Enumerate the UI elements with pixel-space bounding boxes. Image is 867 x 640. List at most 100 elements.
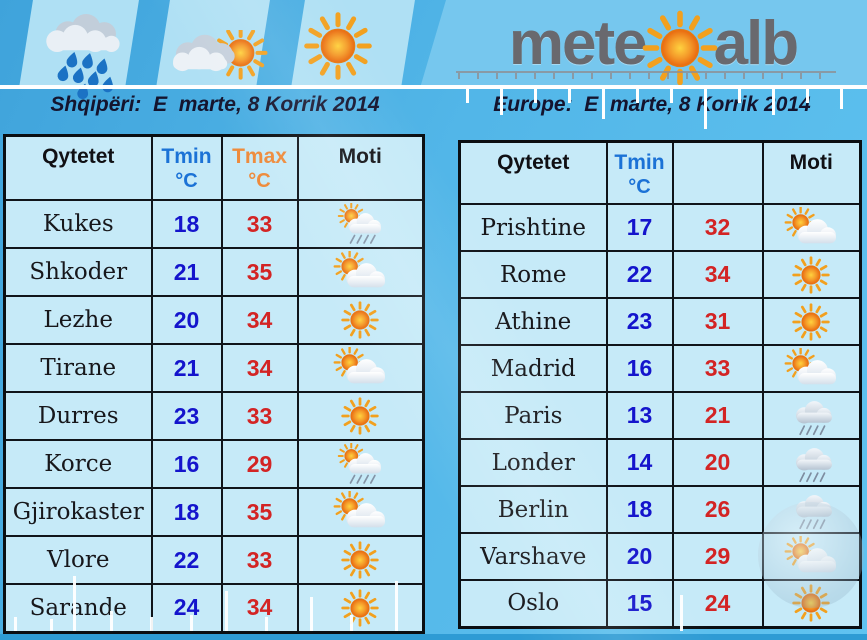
tmax-cell: 34: [671, 250, 764, 299]
weather-icon-cell: [296, 487, 425, 537]
ruler-tick: [50, 619, 53, 631]
ruler-tick: [772, 89, 775, 115]
tmax-cell: 26: [671, 485, 764, 534]
tmin-cell: 22: [605, 250, 674, 299]
sun-icon: [331, 299, 389, 341]
logo-text-suffix: alb: [713, 9, 800, 78]
tmin-cell: 20: [605, 532, 674, 581]
weather-row: Rome 22 34: [458, 250, 862, 299]
weather-icon-cell: [296, 583, 425, 633]
weather-row: Gjirokaster 18 35: [3, 487, 425, 537]
logo-ruler-tick: [705, 73, 707, 79]
logo-ruler-tick: [819, 73, 821, 79]
ruler-tick: [265, 617, 268, 631]
tmax-cell: 29: [671, 532, 764, 581]
ruler-tick: [150, 617, 153, 631]
rain-icon: [782, 395, 840, 437]
logo-ruler-tick: [591, 73, 593, 79]
header-row: Qytetet Tmin °C Moti: [458, 140, 862, 205]
logo-sun-icon: [638, 6, 722, 90]
tmin-cell: 21: [150, 247, 223, 297]
city-cell: Gjirokaster: [3, 487, 153, 537]
weather-row: Madrid 16 33: [458, 344, 862, 393]
city-cell: Sarande: [3, 583, 153, 633]
bottom-strip: [0, 634, 867, 640]
sun-icon: [300, 8, 376, 84]
city-cell: Korce: [3, 439, 153, 489]
logo-ruler-tick: [477, 73, 479, 79]
weather-icon-cell: [296, 391, 425, 441]
weather-icon-cell: [761, 485, 862, 534]
europe-weather-table: Qytetet Tmin °C Moti Prishtine 17 32 Rome 22…: [458, 140, 862, 629]
tmax-cell: 32: [671, 203, 764, 252]
weather-icon-cell: [296, 199, 425, 249]
tmin-cell: 13: [605, 391, 674, 440]
logo-ruler-tick: [553, 73, 555, 79]
weather-icon-cell: [761, 344, 862, 393]
sun-cloud-icon: [782, 207, 840, 249]
tmin-cell: 24: [150, 583, 223, 633]
city-cell: Kukes: [3, 199, 153, 249]
tmin-cell: 16: [605, 344, 674, 393]
ruler-tick: [670, 89, 673, 103]
ruler-tick: [636, 89, 639, 103]
city-cell: Londer: [458, 438, 608, 487]
logo-panel: [420, 0, 867, 88]
logo-ruler-line: [456, 71, 836, 73]
moti-column-header: Moti: [296, 134, 425, 201]
weather-row: Oslo 15 24: [458, 579, 862, 628]
city-cell: Athine: [458, 297, 608, 346]
ruler-tick: [680, 595, 683, 631]
weather-icon-cell: [296, 439, 425, 489]
weather-row: Londer 14 20: [458, 438, 862, 487]
city-cell: Berlin: [458, 485, 608, 534]
sun-icon: [331, 587, 389, 629]
weather-row: Berlin 18 26: [458, 485, 862, 534]
logo-ruler-tick: [515, 73, 517, 79]
tmax-cell: 33: [220, 199, 299, 249]
weather-icon-cell: [761, 438, 862, 487]
weather-row: Lezhe 20 34: [3, 295, 425, 345]
ruler-tick: [350, 615, 353, 631]
tmax-cell: 33: [220, 391, 299, 441]
logo-ruler-tick: [572, 73, 574, 79]
weather-icon-cell: [761, 391, 862, 440]
ruler-tick: [310, 597, 313, 631]
sun-cloud-icon: [331, 347, 389, 389]
rain-icon: [782, 489, 840, 531]
tmax-cell: 33: [220, 535, 299, 585]
sun-cloud-icon: [331, 491, 389, 533]
city-cell: Paris: [458, 391, 608, 440]
tmax-cell: 35: [220, 247, 299, 297]
tmin-cell: 18: [150, 199, 223, 249]
weather-row: Varshave 20 29: [458, 532, 862, 581]
weather-row: Athine 23 31: [458, 297, 862, 346]
tmin-column-header: Tmin °C: [150, 134, 223, 201]
city-cell: Oslo: [458, 579, 608, 628]
weather-row: Prishtine 17 32: [458, 203, 862, 252]
header-row: Qytetet Tmin °C Tmax °C Moti: [3, 134, 425, 201]
ruler-tick: [602, 89, 605, 119]
weather-row: Sarande 24 34: [3, 583, 425, 633]
weather-icon-cell: [296, 295, 425, 345]
tmax-cell: 35: [220, 487, 299, 537]
tmin-cell: 14: [605, 438, 674, 487]
ruler-tick: [225, 591, 228, 631]
tmin-cell: 21: [150, 343, 223, 393]
sun-shower-icon: [331, 203, 389, 245]
weather-row: Durres 23 33: [3, 391, 425, 441]
city-cell: Durres: [3, 391, 153, 441]
city-cell: Shkoder: [3, 247, 153, 297]
tmax-column-header: Tmax °C: [220, 134, 299, 201]
city-cell: Varshave: [458, 532, 608, 581]
meteoalb-logo: mete alb: [452, 2, 854, 86]
tmax-cell: 34: [220, 583, 299, 633]
weather-row: Vlore 22 33: [3, 535, 425, 585]
tmin-column-header: Tmin °C: [605, 140, 674, 205]
sun-cloud-icon: [331, 251, 389, 293]
tmax-column-header: [671, 140, 764, 205]
tmax-cell: 24: [671, 579, 764, 628]
weather-icon-cell: [761, 579, 862, 628]
sun-cloud-icon: [782, 536, 840, 578]
